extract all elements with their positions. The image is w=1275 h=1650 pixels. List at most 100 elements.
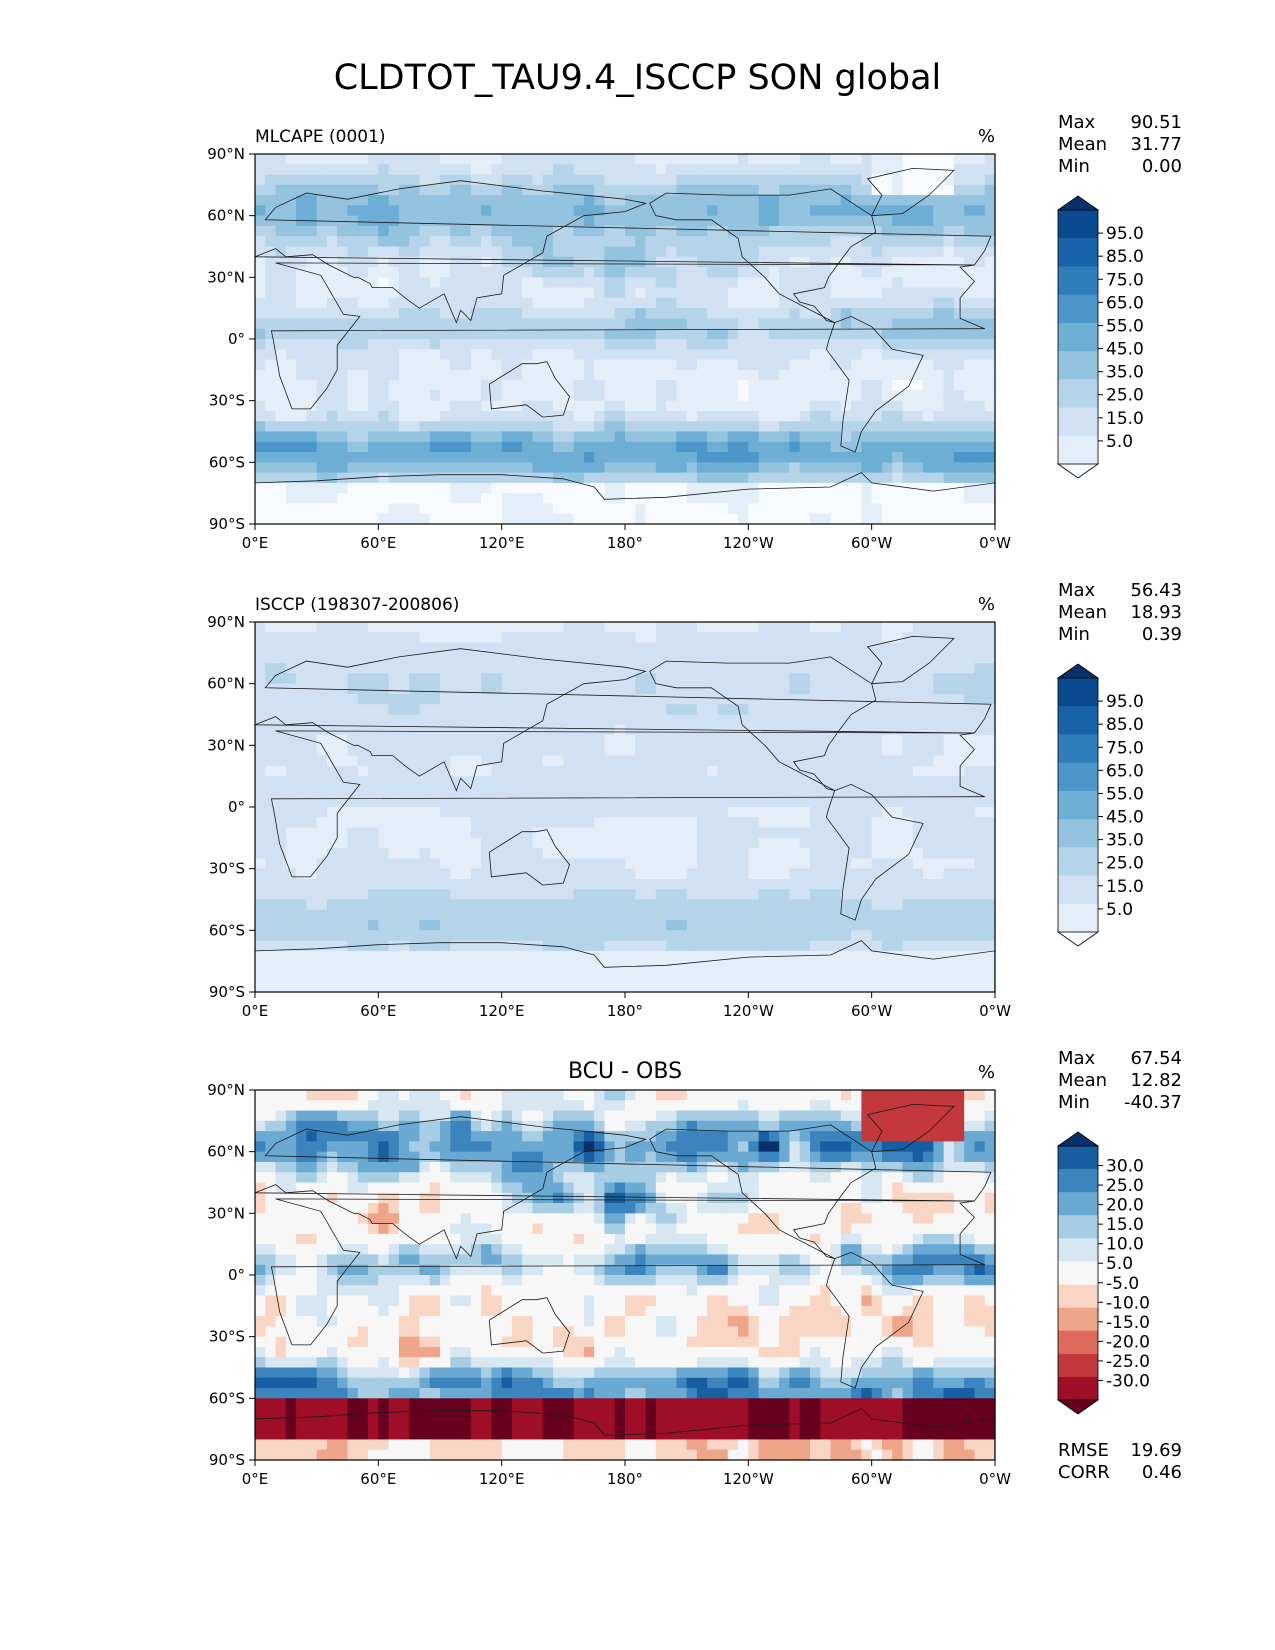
coastline — [488, 829, 570, 886]
colorbar-segment — [1058, 734, 1098, 764]
lon-tick-label: 180° — [607, 534, 643, 552]
colorbar-extend-bottom — [1056, 1399, 1100, 1415]
panel-units: % — [978, 594, 995, 615]
coastline — [825, 1251, 924, 1389]
colorbar-frame — [1057, 677, 1099, 933]
coastlines-diff — [254, 1103, 996, 1461]
lat-tick-label: 60°N — [207, 1143, 245, 1161]
colorbar-tick-label: 85.0 — [1106, 247, 1144, 267]
colorbar-tick-label: 85.0 — [1106, 715, 1144, 735]
colorbar-segment — [1058, 678, 1098, 707]
lon-tick-label: 0°W — [979, 1470, 1011, 1488]
lat-tick-label: 90°N — [207, 1081, 245, 1099]
panel-left-title: MLCAPE (0001) — [255, 127, 386, 147]
coastline — [270, 730, 985, 878]
lat-tick-label: 30°N — [207, 736, 245, 754]
stat-label: Mean — [1058, 1070, 1107, 1091]
colorbar-extend-top — [1056, 663, 1100, 679]
lon-tick-label: 0°W — [979, 534, 1011, 552]
colorbar-segment — [1058, 1215, 1098, 1239]
coastline — [866, 167, 955, 217]
stat-label: Max — [1058, 1048, 1096, 1069]
lat-tick-label: 90°S — [209, 983, 245, 1001]
lon-tick-label: 120°W — [723, 1002, 774, 1020]
panel-left-title: ISCCP (198307-200806) — [255, 595, 459, 615]
lon-tick-label: 60°E — [360, 534, 396, 552]
stat-label: Mean — [1058, 602, 1107, 623]
lat-tick-label: 60°N — [207, 207, 245, 225]
colorbar-segment — [1058, 322, 1098, 352]
lon-tick-label: 120°W — [723, 1470, 774, 1488]
lon-tick-label: 60°E — [360, 1470, 396, 1488]
stat-value: 12.82 — [1130, 1070, 1182, 1091]
lon-tick-label: 0°E — [242, 534, 269, 552]
colorbar-tick-label: 30.0 — [1106, 1157, 1144, 1177]
colorbar-segment — [1058, 1238, 1098, 1262]
lon-tick-label: 120°W — [723, 534, 774, 552]
colorbar-frame — [1057, 209, 1099, 465]
colorbar-tick-label: 65.0 — [1106, 761, 1144, 781]
colorbar-tick-label: 65.0 — [1106, 293, 1144, 313]
colorbar-tick-label: 55.0 — [1106, 784, 1144, 804]
colorbar-segment — [1058, 1192, 1098, 1216]
lat-tick-label: 60°S — [209, 921, 245, 939]
lat-tick-label: 90°N — [207, 145, 245, 163]
colorbar-segment — [1058, 435, 1098, 465]
coastline — [254, 180, 992, 324]
coastline — [488, 361, 570, 418]
stat-label: CORR — [1058, 1462, 1110, 1483]
lon-tick-label: 60°E — [360, 1002, 396, 1020]
colorbar-tick-label: 5.0 — [1106, 900, 1133, 920]
coastline — [254, 1116, 992, 1260]
panel-model: 90°N 60°N 30°N 0° 30°S 60°S 90°S0°E 60°E 120°E 18… — [207, 112, 1182, 552]
coastline — [488, 1297, 570, 1354]
colorbar-segment — [1058, 379, 1098, 409]
colorbar-segment — [1058, 238, 1098, 267]
colorbar-extend-bottom — [1056, 931, 1100, 947]
panel-center-title: BCU - OBS — [568, 1059, 682, 1084]
colorbar-tick-label: 45.0 — [1106, 340, 1144, 360]
colorbar-tick-label: 10.0 — [1106, 1235, 1144, 1255]
colorbar-tick-label: 5.0 — [1106, 432, 1133, 452]
colorbar-tick-label: 15.0 — [1106, 409, 1144, 429]
colorbar-segment — [1058, 1284, 1098, 1309]
colorbar-obs: 95.0 85.0 75.0 65.0 55.0 45.0 35.0 25.0 15.0 5.0 — [1056, 663, 1144, 947]
lat-tick-label: 60°N — [207, 675, 245, 693]
stat-label: Mean — [1058, 134, 1107, 155]
colorbar-segment — [1058, 210, 1098, 239]
coastline — [649, 656, 877, 791]
stat-label: RMSE — [1058, 1440, 1109, 1461]
stat-value: 90.51 — [1130, 112, 1182, 133]
lon-tick-label: 180° — [607, 1002, 643, 1020]
colorbar-segment — [1058, 407, 1098, 437]
colorbar-tick-label: -25.0 — [1106, 1352, 1150, 1372]
colorbar-tick-label: 20.0 — [1106, 1196, 1144, 1216]
lon-tick-label: 0°E — [242, 1470, 269, 1488]
colorbar-tick-label: 95.0 — [1106, 692, 1144, 712]
lon-tick-label: 120°E — [479, 1470, 525, 1488]
colorbar-segment — [1058, 819, 1098, 848]
colorbar-segment — [1058, 294, 1098, 324]
panel-units: % — [978, 126, 995, 147]
coastline — [866, 1103, 955, 1153]
colorbar-segment — [1058, 903, 1098, 933]
lat-tick-label: 30°S — [209, 392, 245, 410]
colorbar-tick-label: 5.0 — [1106, 1254, 1133, 1274]
colorbar-tick-label: 75.0 — [1106, 738, 1144, 758]
coastline — [270, 1198, 985, 1346]
lon-tick-label: 60°W — [851, 1002, 893, 1020]
colorbar-segment — [1058, 266, 1098, 296]
colorbar-tick-label: -10.0 — [1106, 1293, 1150, 1313]
lon-tick-label: 60°W — [851, 534, 893, 552]
colorbar-segment — [1058, 1146, 1098, 1170]
colorbar-segment — [1058, 762, 1098, 792]
stat-value: 18.93 — [1130, 602, 1182, 623]
colorbar-tick-label: 25.0 — [1106, 854, 1144, 874]
colorbar-tick-label: -30.0 — [1106, 1371, 1150, 1391]
stat-value: 31.77 — [1130, 134, 1182, 155]
lat-tick-label: 30°S — [209, 1328, 245, 1346]
colorbar-segment — [1058, 847, 1098, 877]
colorbar-segment — [1058, 1330, 1098, 1355]
coastline — [254, 648, 992, 792]
